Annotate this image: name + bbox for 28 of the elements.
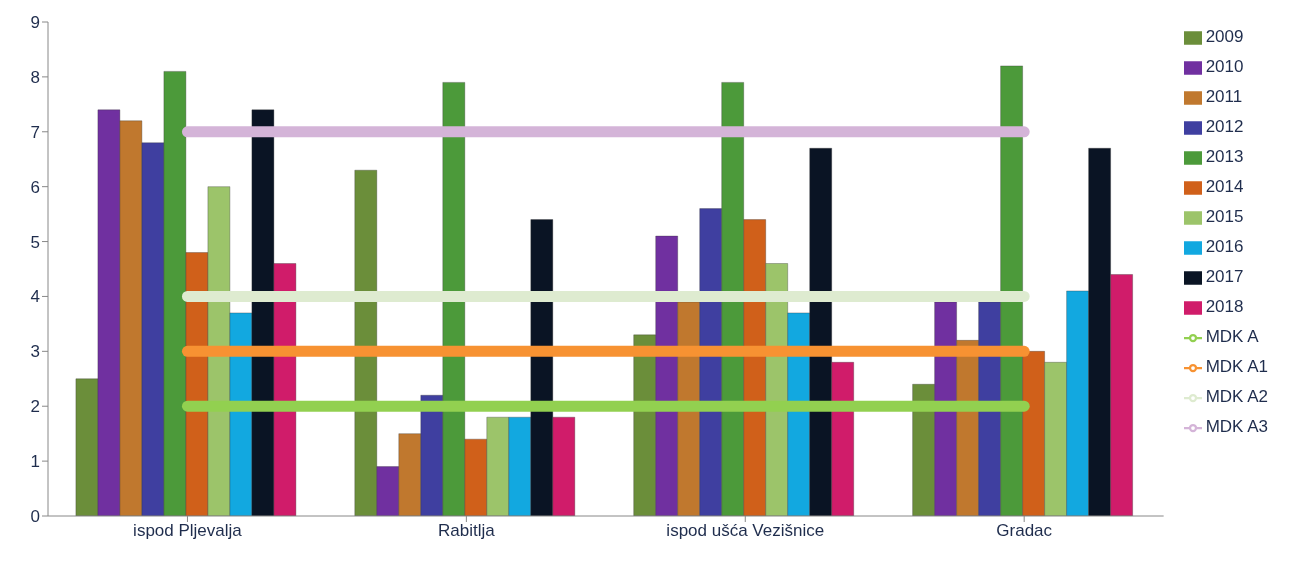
- legend-label: 2009: [1205, 27, 1244, 46]
- legend-label: 2015: [1205, 207, 1244, 226]
- y-tick-label: 2: [30, 397, 40, 417]
- y-tick-label: 5: [30, 232, 40, 252]
- legend-label: MDK A2: [1205, 387, 1268, 406]
- legend-label: MDK A1: [1205, 357, 1268, 376]
- legend-label: 2010: [1205, 57, 1244, 76]
- y-tick-label: 9: [30, 13, 40, 33]
- legend-label: 2012: [1205, 117, 1244, 136]
- legend-label: MDK A3: [1205, 417, 1268, 436]
- legend-label: 2016: [1205, 237, 1244, 256]
- legend-label: 2013: [1205, 147, 1244, 166]
- legend-label: MDK A: [1205, 327, 1259, 346]
- legend-label: 2018: [1205, 297, 1244, 316]
- y-tick-label: 1: [30, 452, 40, 472]
- x-tick-label: ispod Pljevalja: [133, 521, 243, 541]
- y-tick-label: 3: [30, 342, 40, 362]
- y-tick-label: 6: [30, 177, 40, 197]
- y-tick-label: 4: [30, 287, 40, 307]
- y-tick-label: 8: [30, 67, 40, 87]
- x-tick-label: Rabitlja: [438, 521, 496, 541]
- x-tick-label: ispod ušća Vezišnice: [666, 521, 825, 541]
- x-tick-label: Gradac: [996, 521, 1053, 541]
- legend-label: 2011: [1205, 87, 1243, 106]
- legend-label: 2014: [1205, 177, 1244, 196]
- y-tick-label: 7: [30, 122, 40, 142]
- y-tick-label: 0: [30, 507, 40, 527]
- legend-label: 2017: [1205, 267, 1244, 286]
